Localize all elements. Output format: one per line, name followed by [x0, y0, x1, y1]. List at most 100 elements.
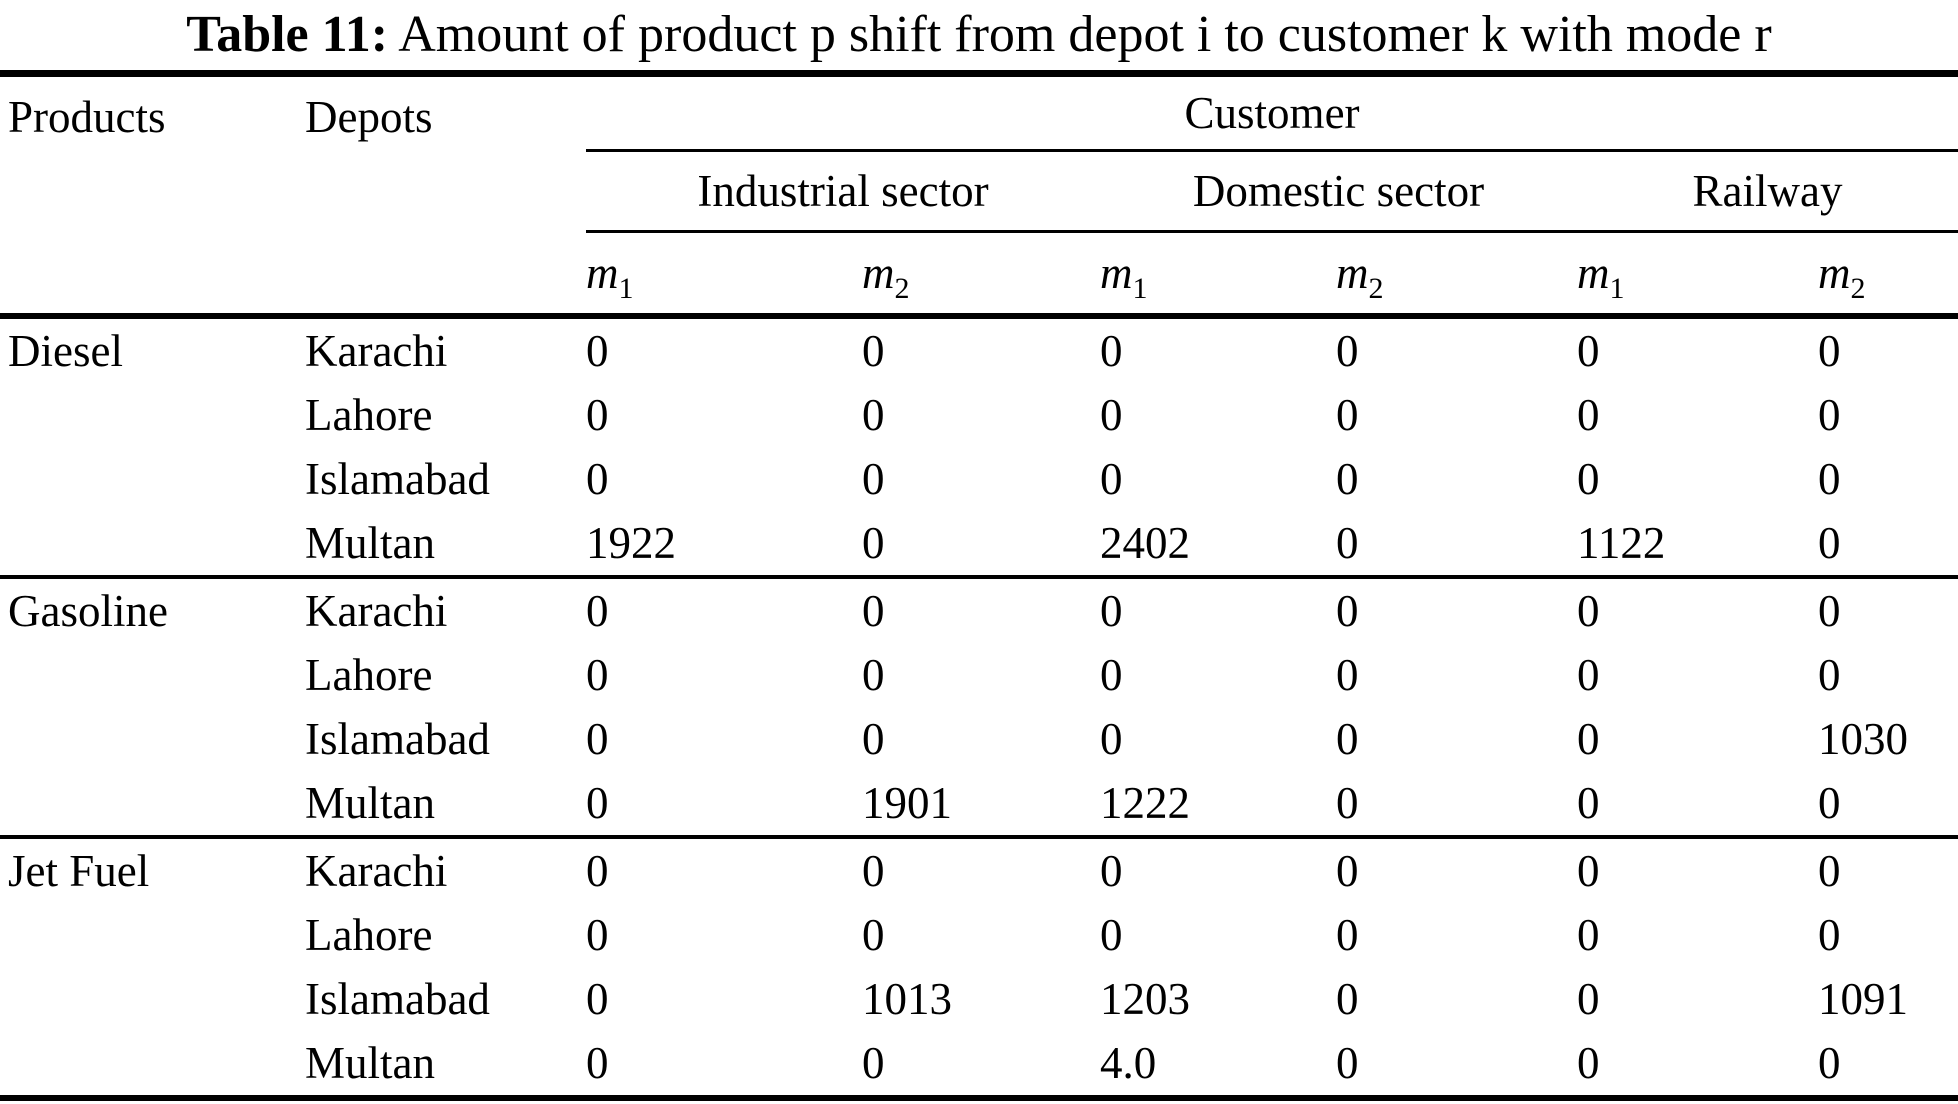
product-cell	[0, 511, 305, 577]
value-cell: 0	[586, 390, 609, 440]
value-cell: 0	[586, 910, 609, 960]
depot-cell: Islamabad	[305, 454, 490, 504]
value-cell: 0	[1818, 575, 1958, 643]
value-cell: 0	[1818, 518, 1841, 568]
value-cell: 0	[1100, 326, 1123, 376]
value-cell: 0	[586, 454, 609, 504]
mode-header-industrial-m1: m1	[586, 231, 862, 319]
product-cell	[0, 771, 305, 837]
value-cell: 0	[586, 650, 609, 700]
table-row: Diesel Karachi 0 0 0 0 0 0	[0, 316, 1958, 383]
table-row: Gasoline Karachi 0 0 0 0 0 0	[0, 575, 1958, 643]
table-row: Multan 0 0 4.0 0 0 0	[0, 1031, 1958, 1101]
value-cell: 0	[1577, 575, 1818, 643]
value-cell: 0	[1577, 454, 1600, 504]
table-row: Lahore 0 0 0 0 0 0	[0, 903, 1958, 967]
mode-header-domestic-m1: m1	[1100, 231, 1336, 319]
table-caption: Table 11: Amount of product p shift from…	[0, 0, 1958, 70]
product-cell	[0, 1031, 305, 1101]
value-cell: 0	[1100, 835, 1336, 903]
depot-cell: Islamabad	[305, 974, 490, 1024]
value-cell: 0	[1336, 778, 1359, 828]
product-cell	[0, 383, 305, 447]
depot-cell: Karachi	[305, 575, 586, 643]
value-cell: 0	[862, 835, 1100, 903]
depot-cell: Karachi	[305, 326, 448, 376]
value-cell: 0	[1100, 454, 1123, 504]
product-cell	[0, 967, 305, 1031]
value-cell: 0	[1577, 650, 1600, 700]
value-cell: 0	[1818, 454, 1841, 504]
mode-header-railway-m1: m1	[1577, 231, 1818, 319]
depot-cell: Lahore	[305, 390, 433, 440]
value-cell: 1222	[1100, 778, 1190, 828]
value-cell: 0	[1577, 1031, 1818, 1101]
value-cell: 0	[586, 714, 609, 764]
value-cell: 0	[1818, 910, 1841, 960]
value-cell: 0	[1577, 326, 1600, 376]
depot-cell: Karachi	[305, 835, 586, 903]
value-cell: 0	[586, 835, 862, 903]
value-cell: 0	[862, 454, 885, 504]
value-cell: 0	[1336, 575, 1577, 643]
value-cell: 0	[586, 1031, 862, 1101]
sector-header-domestic: Domestic sector	[1100, 150, 1577, 233]
value-cell: 0	[1577, 974, 1600, 1024]
table-caption-label: Table 11:	[186, 6, 389, 63]
value-cell: 0	[1818, 650, 1841, 700]
data-table: Products Depots Customer Industrial sect…	[0, 70, 1958, 1101]
table-row: Multan 0 1901 1222 0 0 0	[0, 771, 1958, 837]
customer-header: Customer	[586, 70, 1958, 152]
value-cell: 4.0	[1100, 1031, 1336, 1101]
product-cell	[0, 447, 305, 511]
product-cell	[0, 903, 305, 967]
mode-header-domestic-m2: m2	[1336, 231, 1577, 319]
value-cell: 0	[1100, 714, 1123, 764]
value-cell: 1013	[862, 974, 952, 1024]
depot-cell: Multan	[305, 1031, 586, 1101]
product-cell: Diesel	[8, 326, 123, 376]
sector-header-railway: Railway	[1577, 150, 1958, 233]
value-cell: 0	[1336, 454, 1359, 504]
table-row: Multan 1922 0 2402 0 1122 0	[0, 511, 1958, 577]
value-cell: 0	[1100, 390, 1123, 440]
header-row-top: Products Depots Customer	[0, 70, 1958, 319]
value-cell: 0	[1336, 390, 1359, 440]
table-caption-text: Amount of product p shift from depot i t…	[398, 6, 1772, 63]
value-cell: 0	[1100, 575, 1336, 643]
group-diesel: Diesel Karachi 0 0 0 0 0 0 Lahore 0 0 0 …	[0, 316, 1958, 577]
value-cell: 1901	[862, 778, 952, 828]
table-row: Islamabad 0 1013 1203 0 0 1091	[0, 967, 1958, 1031]
value-cell: 0	[1336, 518, 1359, 568]
value-cell: 0	[862, 650, 885, 700]
value-cell: 0	[1818, 390, 1841, 440]
sector-header-industrial: Industrial sector	[586, 150, 1100, 233]
value-cell: 0	[862, 575, 1100, 643]
value-cell: 0	[1818, 835, 1958, 903]
value-cell: 0	[862, 910, 885, 960]
value-cell: 0	[1577, 835, 1818, 903]
value-cell: 0	[862, 390, 885, 440]
value-cell: 1122	[1577, 518, 1666, 568]
value-cell: 0	[1336, 650, 1359, 700]
value-cell: 0	[1336, 974, 1359, 1024]
table-row: Islamabad 0 0 0 0 0 0	[0, 447, 1958, 511]
value-cell: 0	[862, 714, 885, 764]
product-cell	[0, 643, 305, 707]
depot-cell: Multan	[305, 778, 435, 828]
value-cell: 0	[1818, 778, 1841, 828]
mode-header-industrial-m2: m2	[862, 231, 1100, 319]
value-cell: 0	[862, 1031, 1100, 1101]
value-cell: 0	[862, 518, 885, 568]
product-cell: Jet Fuel	[0, 835, 305, 903]
product-cell: Gasoline	[0, 575, 305, 643]
value-cell: 1922	[586, 518, 676, 568]
value-cell: 0	[1577, 390, 1600, 440]
value-cell: 2402	[1100, 518, 1190, 568]
value-cell: 0	[586, 575, 862, 643]
value-cell: 0	[1818, 326, 1841, 376]
value-cell: 1203	[1100, 974, 1190, 1024]
value-cell: 0	[586, 974, 609, 1024]
value-cell: 0	[1100, 910, 1123, 960]
value-cell: 0	[586, 778, 609, 828]
